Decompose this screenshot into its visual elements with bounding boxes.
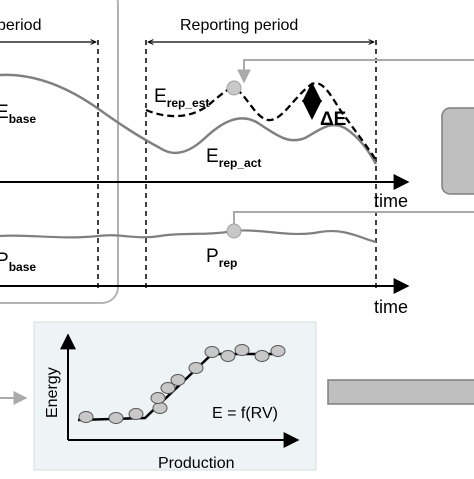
data-point: [188, 362, 204, 374]
data-point: [128, 408, 144, 420]
e-rep-est-main: E: [154, 86, 167, 107]
baseline-period-label: period: [0, 17, 41, 34]
e-rep-est-label: Erep_est: [154, 86, 209, 110]
e-base-sub: base: [9, 112, 37, 126]
e-rep-act-main: E: [206, 146, 219, 167]
production-feedback-arrow: [233, 211, 474, 224]
p-base-main: P: [0, 250, 9, 271]
data-point: [150, 392, 166, 404]
top-time-label: time: [374, 191, 408, 211]
data-point: [254, 350, 270, 362]
data-point: [78, 411, 94, 423]
p-rep-label: Prep: [206, 246, 237, 270]
regression-points: [78, 344, 286, 424]
energy-estimate-marker: [226, 80, 242, 96]
reporting-period-label: Reporting period: [180, 17, 298, 34]
data-point: [220, 350, 236, 362]
production-curve: [0, 229, 377, 244]
data-point: [170, 374, 186, 386]
e-rep-act-label: Erep_act: [206, 146, 261, 170]
calculation-box: [441, 107, 474, 195]
e-base-main: E: [0, 102, 9, 123]
regression-x-label: Production: [158, 455, 235, 472]
bottom-time-label: time: [374, 297, 408, 317]
e-base-label: Ebase: [0, 102, 36, 126]
data-point: [108, 412, 124, 424]
p-base-sub: base: [9, 260, 37, 274]
baseline-energy-curve: [0, 73, 161, 150]
p-rep-main: P: [206, 246, 219, 267]
regression-equation: E = f(RV): [212, 405, 278, 422]
data-point: [234, 344, 250, 356]
production-marker: [226, 223, 242, 239]
data-point: [160, 382, 176, 394]
reporting-actual-energy-curve: [159, 117, 378, 165]
baseline-period-box: [0, 0, 119, 304]
data-point: [204, 346, 220, 358]
e-rep-act-sub: rep_act: [219, 156, 262, 170]
e-rep-est-sub: rep_est: [167, 96, 210, 110]
reporting-estimated-energy-curve: [145, 82, 377, 161]
data-point: [152, 402, 168, 414]
delta-e-label: ΔE: [320, 109, 346, 130]
regression-panel: [33, 321, 317, 471]
data-point: [270, 345, 286, 357]
p-rep-sub: rep: [219, 256, 238, 270]
regression-y-label: Energy: [44, 367, 61, 418]
output-bar: [327, 379, 474, 405]
p-base-label: Pbase: [0, 250, 36, 274]
feedback-arrow-top: [237, 59, 474, 84]
